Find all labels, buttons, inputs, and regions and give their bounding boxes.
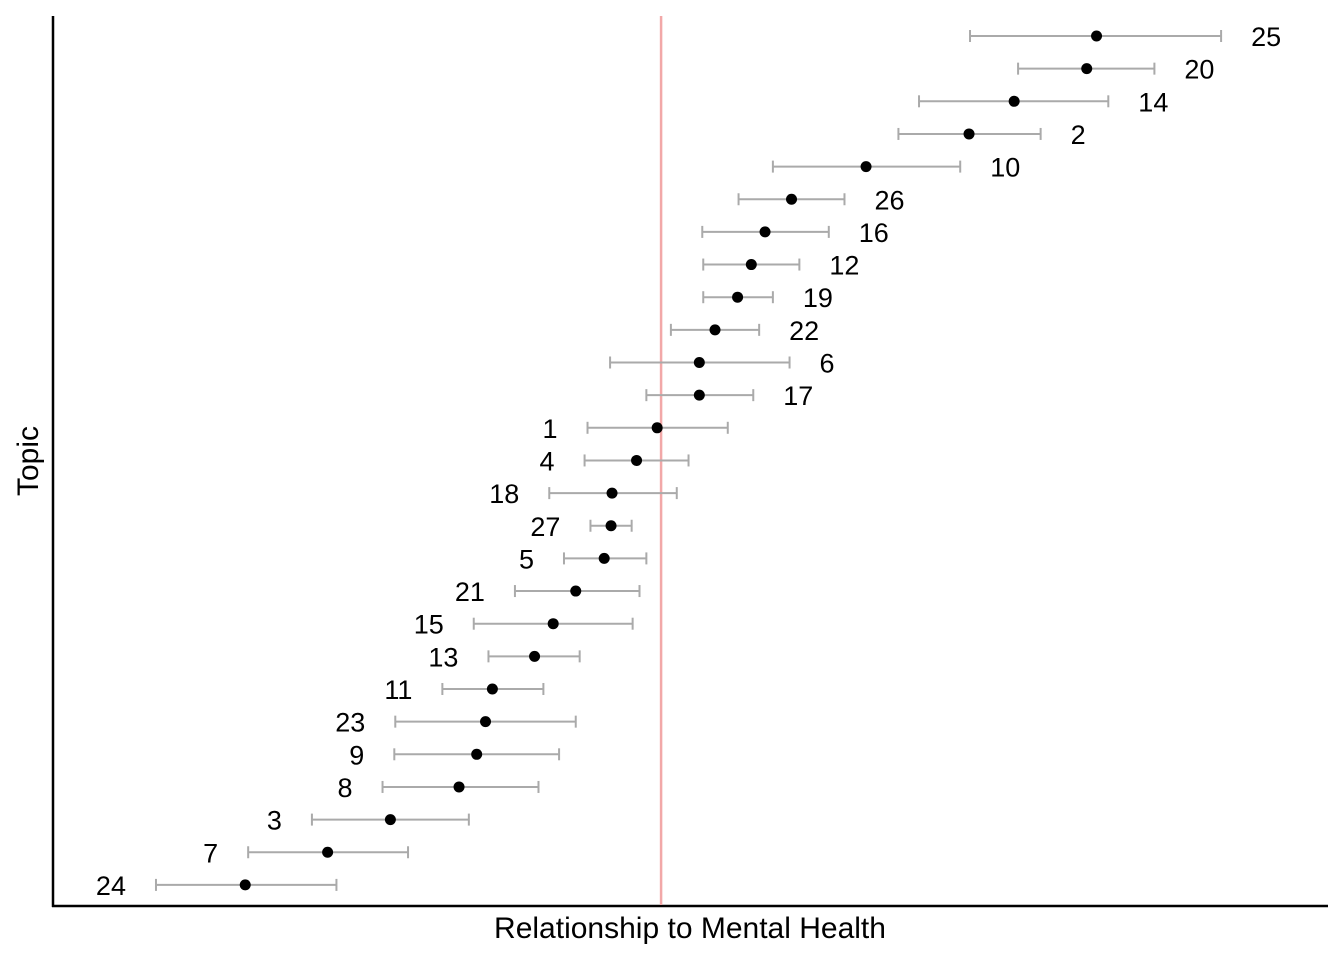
topic-label: 26 xyxy=(874,185,904,215)
topic-label: 9 xyxy=(349,740,364,770)
topic-label: 18 xyxy=(489,479,519,509)
topic-label: 5 xyxy=(519,544,534,574)
estimate-point xyxy=(486,683,498,695)
y-axis-title: Topic xyxy=(12,426,45,496)
estimate-point xyxy=(759,226,771,238)
estimate-point xyxy=(471,748,483,760)
topic-label: 17 xyxy=(783,381,813,411)
topic-label: 16 xyxy=(859,218,889,248)
estimate-point xyxy=(709,324,721,336)
topic-label: 12 xyxy=(829,251,859,281)
estimate-point xyxy=(1091,30,1103,42)
estimate-point xyxy=(480,716,492,728)
estimate-point xyxy=(570,585,582,597)
estimate-point xyxy=(605,520,617,532)
topic-label: 24 xyxy=(96,871,126,901)
topic-label: 2 xyxy=(1071,120,1086,150)
estimate-point xyxy=(239,879,251,891)
topic-label: 1 xyxy=(542,414,557,444)
estimate-point xyxy=(384,814,396,826)
estimate-point xyxy=(598,552,610,564)
topic-label: 27 xyxy=(530,512,560,542)
estimate-point xyxy=(745,259,757,271)
topic-label: 19 xyxy=(803,283,833,313)
topic-label: 14 xyxy=(1138,87,1168,117)
estimate-point xyxy=(963,128,975,140)
estimate-point xyxy=(732,291,744,303)
topic-label: 21 xyxy=(455,577,485,607)
topic-label: 10 xyxy=(990,153,1020,183)
estimate-point xyxy=(606,487,618,499)
topic-label: 25 xyxy=(1251,22,1281,52)
estimate-point xyxy=(1081,63,1093,75)
x-axis-title: Relationship to Mental Health xyxy=(494,912,886,945)
estimate-point xyxy=(1008,95,1020,107)
estimate-point xyxy=(631,454,643,466)
topic-label: 3 xyxy=(267,806,282,836)
topic-label: 11 xyxy=(384,675,412,705)
topic-label: 20 xyxy=(1184,55,1214,85)
estimate-point xyxy=(786,193,798,205)
topic-label: 6 xyxy=(820,349,835,379)
estimate-point xyxy=(453,781,465,793)
topic-label: 4 xyxy=(540,446,555,476)
estimate-point xyxy=(322,846,334,858)
estimate-point xyxy=(693,357,705,368)
estimate-point xyxy=(547,618,559,630)
estimate-point xyxy=(529,650,541,662)
topic-label: 13 xyxy=(428,642,458,672)
estimate-point xyxy=(651,422,663,434)
topic-label: 8 xyxy=(338,773,353,803)
topic-label: 23 xyxy=(335,708,365,738)
topic-label: 15 xyxy=(414,610,444,640)
topic-label: 22 xyxy=(789,316,819,346)
estimate-point xyxy=(860,161,872,173)
topic-label: 7 xyxy=(203,838,218,868)
estimate-point xyxy=(693,389,705,401)
